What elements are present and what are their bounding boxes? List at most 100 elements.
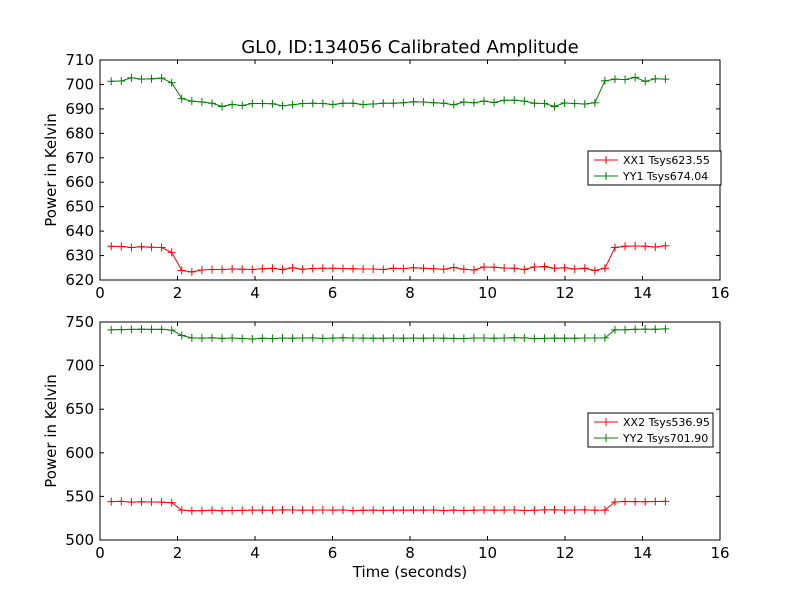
data-point [530, 263, 539, 272]
series-4 [107, 324, 670, 344]
data-point [389, 334, 398, 343]
data-point [459, 98, 468, 107]
data-point [419, 264, 428, 273]
y-tick-label: 700 [65, 75, 94, 93]
data-point [147, 74, 156, 83]
data-point [207, 333, 216, 342]
y-axis-label: Power in Kelvin [42, 374, 60, 488]
data-point [429, 264, 438, 273]
data-point [590, 334, 599, 343]
data-point [399, 506, 408, 515]
data-point [308, 333, 317, 342]
y-tick-label: 680 [65, 124, 94, 142]
data-point [469, 265, 478, 274]
data-point [298, 99, 307, 108]
data-point [540, 334, 549, 343]
data-point [500, 264, 509, 273]
data-point [349, 506, 358, 515]
data-point [117, 77, 126, 86]
data-point [177, 331, 186, 340]
data-point [187, 506, 196, 515]
data-point [661, 241, 670, 250]
data-point [328, 100, 337, 109]
data-point [510, 96, 519, 105]
data-point [651, 325, 660, 334]
data-point [419, 98, 428, 107]
data-point [107, 497, 116, 506]
data-point [631, 497, 640, 506]
data-point [359, 334, 368, 343]
legend-label: YY1 Tsys674.04 [622, 170, 708, 183]
data-point [359, 506, 368, 515]
data-point [530, 334, 539, 343]
y-tick-label: 640 [65, 222, 94, 240]
data-point [218, 102, 227, 111]
legend-marker [602, 434, 610, 442]
data-point [600, 264, 609, 273]
data-point [570, 334, 579, 343]
data-point [157, 325, 166, 334]
data-point [238, 334, 247, 343]
data-point [298, 334, 307, 343]
data-point [207, 506, 216, 515]
data-point [288, 263, 297, 272]
data-point [641, 497, 650, 506]
data-point [439, 506, 448, 515]
x-tick-label: 12 [555, 284, 574, 302]
x-tick-label: 16 [710, 544, 729, 562]
data-point [399, 98, 408, 107]
data-point [288, 506, 297, 515]
y-tick-label: 620 [65, 271, 94, 289]
data-point [469, 334, 478, 343]
data-point [238, 506, 247, 515]
data-point [399, 334, 408, 343]
data-point [338, 99, 347, 108]
data-point [580, 264, 589, 273]
x-tick-label: 6 [328, 544, 338, 562]
data-point [288, 100, 297, 109]
legend-label: XX1 Tsys623.55 [623, 154, 710, 167]
legend-label: XX2 Tsys536.95 [623, 416, 710, 429]
data-point [278, 333, 287, 342]
data-point [258, 334, 267, 343]
data-point [570, 99, 579, 108]
data-point [540, 99, 549, 108]
data-point [187, 97, 196, 106]
data-point [621, 75, 630, 84]
x-axis-label: Time (seconds) [352, 563, 468, 581]
data-point [308, 264, 317, 273]
data-point [550, 505, 559, 514]
data-point [459, 334, 468, 343]
data-point [197, 334, 206, 343]
data-point [228, 100, 237, 109]
data-point [328, 334, 337, 343]
data-point [157, 243, 166, 252]
legend-marker [602, 418, 610, 426]
data-point [389, 264, 398, 273]
plot-panel-1: 0 2 4 6 8 10 12 14 16 620 630 640 650 660 670 680 690 700… [42, 51, 730, 302]
data-point [560, 334, 569, 343]
data-point [379, 99, 388, 108]
data-point [480, 263, 489, 272]
data-point [500, 506, 509, 515]
x-tick-label: 8 [405, 544, 415, 562]
data-point [520, 333, 529, 342]
data-point [127, 325, 136, 334]
data-point [409, 263, 418, 272]
data-point [349, 99, 358, 108]
data-point [469, 506, 478, 515]
data-point [570, 265, 579, 273]
data-point [369, 506, 378, 515]
data-point [228, 334, 237, 343]
data-point [621, 497, 630, 506]
data-point [631, 325, 640, 334]
legend: XX2 Tsys536.95 YY2 Tsys701.90 [587, 412, 714, 448]
data-point [469, 98, 478, 107]
data-point [590, 98, 599, 107]
data-point [308, 99, 317, 108]
data-point [228, 506, 237, 515]
x-tick-label: 12 [555, 544, 574, 562]
data-point [167, 78, 176, 87]
data-point [490, 506, 499, 515]
data-point [268, 264, 277, 273]
